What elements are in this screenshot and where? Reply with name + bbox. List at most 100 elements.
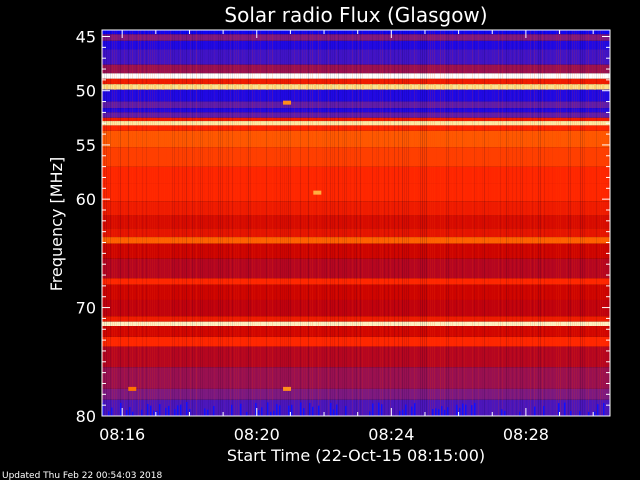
frequency-bands	[102, 30, 610, 416]
texture-column	[302, 30, 303, 416]
texture-column	[378, 30, 379, 416]
low-speckle	[147, 403, 149, 416]
low-speckle	[603, 403, 605, 416]
texture-column	[526, 30, 527, 416]
band-22	[102, 237, 610, 244]
texture-column	[264, 30, 265, 416]
texture-column	[514, 30, 515, 416]
band-dot	[194, 84, 196, 90]
texture-column	[258, 30, 259, 416]
texture-column	[536, 30, 537, 416]
texture-column	[120, 30, 121, 416]
texture-column	[290, 30, 291, 416]
band-dot	[394, 84, 396, 90]
texture-column	[126, 30, 127, 416]
texture-column	[158, 30, 159, 416]
low-speckle	[102, 403, 104, 416]
texture-column	[262, 30, 263, 416]
band-dot	[546, 84, 548, 90]
texture-column	[424, 30, 425, 416]
texture-column	[358, 30, 359, 416]
texture-column	[330, 30, 331, 416]
texture-column	[432, 30, 433, 416]
texture-column	[560, 30, 561, 416]
band-dot	[506, 84, 508, 90]
low-speckle	[261, 407, 263, 416]
texture-column	[334, 30, 335, 416]
texture-column	[194, 30, 195, 416]
texture-column	[488, 30, 489, 416]
texture-column	[256, 30, 257, 416]
low-speckle	[255, 403, 257, 416]
y-tick-label: 55	[76, 136, 96, 155]
band-dot	[130, 84, 132, 90]
texture-column	[510, 30, 511, 416]
low-speckle	[309, 403, 311, 416]
band-dot	[426, 84, 428, 90]
texture-column	[338, 30, 339, 416]
texture-column	[220, 30, 221, 416]
band-dot	[282, 84, 284, 90]
band-dot	[210, 84, 212, 90]
texture-column	[362, 30, 363, 416]
texture-column	[340, 30, 341, 416]
texture-column	[114, 30, 115, 416]
band-6	[102, 78, 610, 85]
texture-column	[384, 30, 385, 416]
band-dot	[226, 84, 228, 90]
texture-column	[236, 30, 237, 416]
texture-column	[448, 30, 449, 416]
texture-column	[458, 30, 459, 416]
texture-column	[484, 30, 485, 416]
texture-column	[310, 30, 311, 416]
texture-column	[392, 30, 393, 416]
texture-column	[562, 30, 563, 416]
texture-column	[130, 30, 131, 416]
texture-column	[246, 30, 247, 416]
x-tick-label: 08:24	[368, 425, 414, 444]
low-speckle	[213, 406, 215, 416]
y-tick-label: 70	[76, 299, 96, 318]
texture-column	[328, 30, 329, 416]
texture-column	[388, 30, 389, 416]
updated-timestamp: Updated Thu Feb 22 00:54:03 2018	[2, 471, 163, 480]
low-speckle	[414, 403, 416, 416]
texture-column	[382, 30, 383, 416]
band-dot	[306, 84, 308, 90]
texture-column	[184, 30, 185, 416]
band-dot	[434, 84, 436, 90]
texture-column	[174, 30, 175, 416]
texture-column	[572, 30, 573, 416]
band-dot	[122, 84, 124, 90]
band-28	[102, 316, 610, 322]
band-dot	[410, 84, 412, 90]
low-speckle	[111, 407, 113, 416]
texture-column	[118, 30, 119, 416]
texture-column	[104, 30, 105, 416]
texture-column	[238, 30, 239, 416]
band-dot	[258, 84, 260, 90]
band-4	[102, 64, 610, 74]
texture-column	[270, 30, 271, 416]
texture-column	[108, 30, 109, 416]
texture-column	[172, 30, 173, 416]
low-speckle	[288, 405, 290, 416]
low-speckle	[372, 403, 374, 416]
texture-column	[134, 30, 135, 416]
band-dot	[402, 84, 404, 90]
texture-column	[544, 30, 545, 416]
texture-column	[524, 30, 525, 416]
texture-column	[356, 30, 357, 416]
texture-column	[206, 30, 207, 416]
low-speckle	[267, 402, 269, 416]
texture-column	[366, 30, 367, 416]
texture-column	[106, 30, 107, 416]
texture-column	[248, 30, 249, 416]
band-dot	[266, 84, 268, 90]
band-dot	[178, 84, 180, 90]
low-speckle	[441, 406, 443, 416]
texture-column	[428, 30, 429, 416]
low-speckle	[411, 406, 413, 416]
low-speckle	[180, 404, 182, 416]
